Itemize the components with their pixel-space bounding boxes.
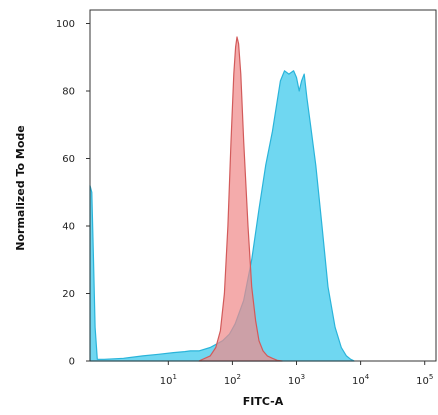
y-tick-label: 0: [69, 357, 75, 368]
x-axis-title: FITC-A: [243, 395, 284, 408]
histogram-series-1: [89, 70, 355, 362]
x-axis-ticks: 101 102 103 104 105: [160, 361, 433, 387]
series-layer: [89, 36, 355, 362]
y-tick-label: 40: [62, 222, 75, 233]
x-tick-label: 104: [352, 373, 370, 387]
histogram-series-2: [198, 36, 283, 362]
y-tick-label: 100: [56, 19, 75, 30]
x-tick-label: 101: [160, 373, 177, 387]
y-axis-title: Normalized To Mode: [14, 125, 27, 250]
y-tick-label: 20: [62, 289, 75, 300]
x-tick-label: 102: [224, 373, 241, 387]
y-tick-label: 60: [62, 154, 75, 165]
plot-frame: [89, 9, 437, 362]
y-tick-label: 80: [62, 87, 75, 98]
x-tick-label: 103: [288, 373, 305, 387]
x-tick-label: 105: [416, 373, 433, 387]
y-axis-ticks: 0 20 40 60 80 100: [56, 19, 90, 368]
